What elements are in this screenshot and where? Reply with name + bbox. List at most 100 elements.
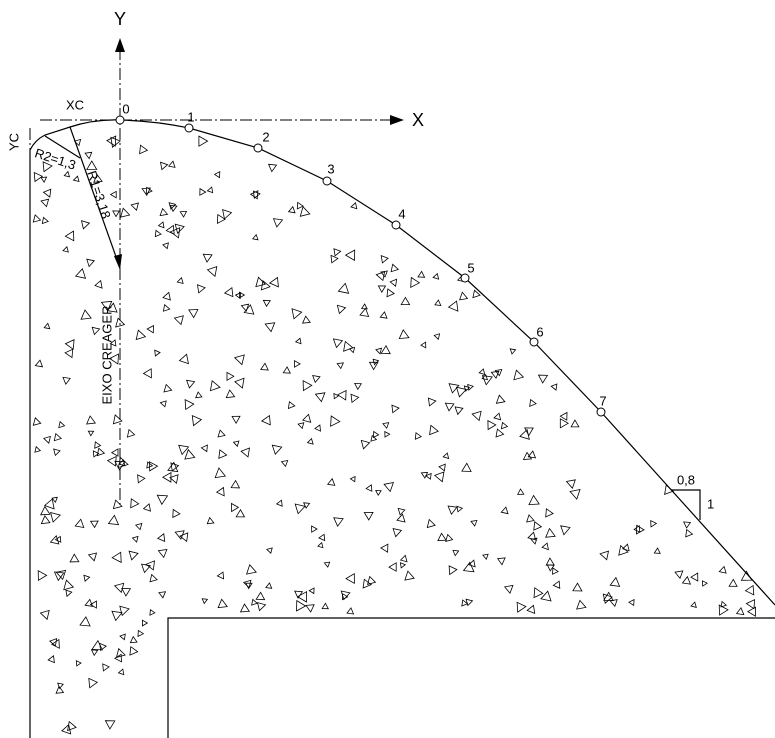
aggregate [169,204,178,213]
aggregate [129,645,139,656]
aggregate [444,402,455,412]
aggregate [141,187,151,197]
aggregate [326,477,336,486]
aggregate [112,414,123,425]
aggregate [167,160,176,168]
aggregate [454,406,464,416]
aggregate [461,599,469,607]
aggregate [400,296,411,306]
aggregate [69,553,80,563]
r1-arrow [114,254,122,270]
aggregate [396,513,406,523]
aggregate [294,503,306,515]
aggregate [386,288,396,298]
aggregate [53,432,62,442]
aggregate [552,580,561,589]
aggregate [109,339,117,347]
aggregate [179,210,188,218]
aggregate [264,322,276,333]
aggregate [169,227,181,239]
aggregate [399,562,407,569]
aggregate [251,598,258,606]
aggregate [456,505,464,513]
aggregate [51,496,58,503]
aggregate [191,414,203,427]
point-label: 1 [187,109,194,124]
aggregate [159,207,169,217]
r1-label: R1=3,18 [84,169,114,221]
aggregate [569,488,581,500]
aggregate [217,598,228,609]
aggregate [500,421,509,430]
aggregate [140,563,152,574]
aggregate [234,377,245,389]
aggregate [701,580,709,587]
aggregate [79,616,91,627]
aggregate [350,202,358,210]
aggregate [231,415,241,425]
aggregate [67,720,77,732]
aggregate [282,366,291,374]
aggregate [372,430,380,439]
profile-point [322,176,332,186]
aggregate [32,214,42,223]
aggregate [184,399,195,411]
aggregate [206,186,214,194]
xc-label: XC [66,97,84,112]
aggregate [398,329,410,340]
aggregate [482,553,489,560]
aggregate [397,507,406,516]
aggregate [559,411,568,421]
aggregate [603,591,614,602]
aggregate [235,508,246,518]
aggregate [146,324,154,334]
point-label: 7 [599,393,606,408]
aggregate [162,242,169,250]
aggregate [533,587,544,599]
aggregate [80,309,92,320]
aggregate [333,392,340,400]
aggregate [690,572,699,582]
aggregate [214,467,227,479]
aggregate [73,138,82,147]
aggregate [53,571,65,582]
aggregate [432,272,440,280]
aggregate [39,609,50,621]
aggregate [330,415,341,427]
aggregate [106,455,117,467]
aggregate [375,347,383,355]
aggregate [312,374,321,384]
aggregate [156,533,166,543]
aggregate [65,589,73,598]
aggregate [32,417,42,426]
aggregate [215,486,225,497]
aggregate [293,360,301,368]
aggregate [372,358,380,366]
y-label: Y [114,9,126,29]
aggregate [336,389,347,401]
aggregate [345,573,355,584]
aggregate [359,307,370,318]
aggregate [447,505,458,515]
aggregate [280,459,289,468]
aggregate [291,308,303,320]
aggregate [318,533,326,542]
aggregate [94,441,102,449]
y-arrow [115,38,125,52]
aggregate [745,598,756,610]
aggregate [653,547,661,554]
profile-point [460,273,470,283]
aggregate [468,559,476,568]
aggregate [75,660,82,667]
aggregate [559,418,570,429]
aggregate [112,499,123,510]
aggregate [256,602,267,612]
aggregate [240,447,251,458]
aggregate [404,570,415,581]
aggregate [272,218,284,228]
aggregate [96,447,106,457]
creager-axis-label: EIXO CREAGER [99,306,114,405]
aggregate [685,528,694,538]
aggregate [55,569,67,581]
aggregate [100,300,113,312]
